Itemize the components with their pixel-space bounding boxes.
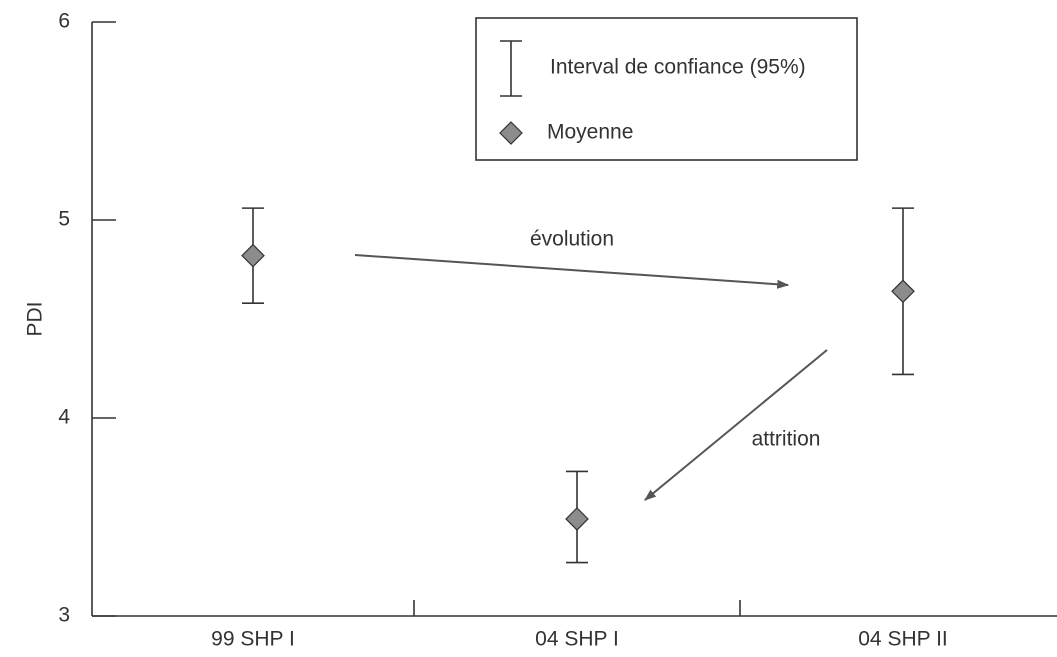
- arrow: [354, 254, 790, 289]
- x-tick-label: 04 SHP I: [535, 628, 619, 651]
- mean-marker: [565, 507, 589, 531]
- x-tick-label: 04 SHP II: [858, 628, 948, 651]
- mean-marker: [891, 279, 915, 304]
- y-tick-label: 5: [58, 208, 70, 231]
- y-axis-label: PDI: [24, 301, 47, 336]
- legend-marker: [499, 121, 523, 145]
- legend-box: [475, 17, 858, 161]
- x-tick-label: 99 SHP I: [211, 628, 295, 651]
- mean-marker: [241, 243, 265, 268]
- y-tick-label: 4: [58, 406, 70, 429]
- y-tick-label: 6: [58, 10, 70, 33]
- legend-label: Moyenne: [547, 121, 633, 144]
- legend-label: Interval de confiance (95%): [550, 56, 806, 79]
- arrow: [644, 349, 828, 501]
- annotation: attrition: [752, 428, 821, 451]
- y-tick-label: 3: [58, 604, 70, 627]
- annotation: évolution: [530, 228, 614, 251]
